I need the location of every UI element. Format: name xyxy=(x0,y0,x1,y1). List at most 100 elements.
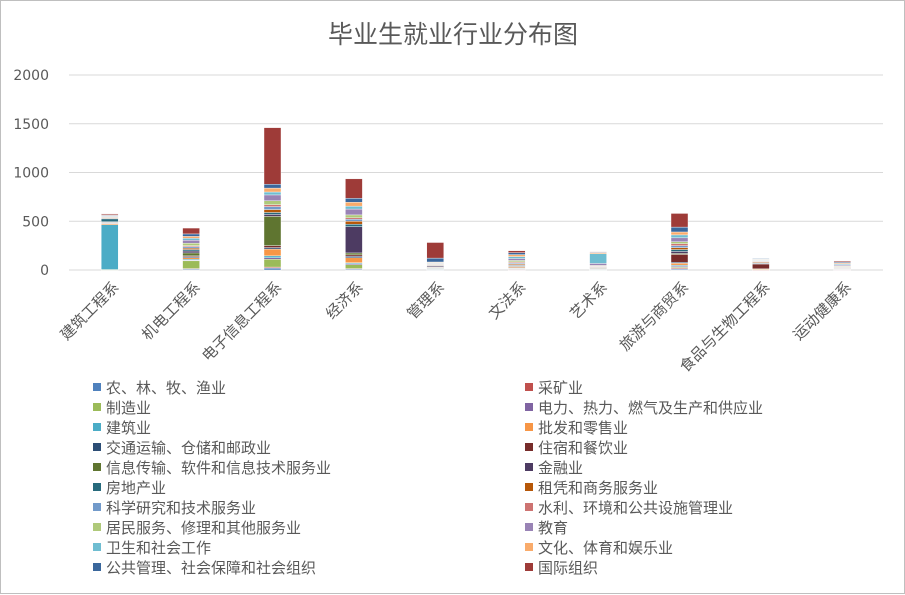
legend-swatch xyxy=(93,523,101,531)
legend-swatch xyxy=(93,543,101,551)
legend-swatch xyxy=(525,463,533,471)
bar-segment xyxy=(182,260,200,269)
legend-item: 科学研究和技术服务业 xyxy=(93,499,256,517)
bar-segment xyxy=(182,238,200,241)
legend-label: 制造业 xyxy=(106,399,151,417)
x-category-label: 文法系 xyxy=(485,278,530,323)
bar-segment xyxy=(263,206,282,210)
legend-swatch xyxy=(93,483,101,491)
bar-segment xyxy=(508,250,526,253)
bar-segment xyxy=(670,243,689,246)
x-category-label: 食品与生物工程系 xyxy=(676,278,774,376)
bar-segment xyxy=(345,256,363,259)
legend-item: 信息传输、软件和信息技术服务业 xyxy=(93,459,331,477)
legend-label: 租凭和商务服务业 xyxy=(538,479,658,497)
bar-segment xyxy=(670,213,689,228)
legend-item: 卫生和社会工作 xyxy=(93,539,211,557)
bar-segment xyxy=(345,214,363,219)
y-tick-label: 500 xyxy=(22,214,49,230)
bar-segment xyxy=(182,242,200,246)
bar-segment xyxy=(182,236,200,239)
legend-label: 房地产业 xyxy=(106,479,166,497)
bar-segment xyxy=(182,233,200,237)
bar-stack-1 xyxy=(182,227,200,271)
legend-label: 居民服务、修理和其他服务业 xyxy=(106,519,301,537)
bar-segment xyxy=(345,208,363,216)
legend-item: 房地产业 xyxy=(93,479,166,497)
legend-label: 农、林、牧、渔业 xyxy=(106,379,226,397)
bar-segment xyxy=(182,247,200,250)
legend-item: 批发和零售业 xyxy=(525,419,628,437)
y-tick-label: 0 xyxy=(40,263,49,279)
gridlines xyxy=(69,74,883,271)
bar-segment xyxy=(589,263,607,266)
bar-segment xyxy=(263,194,282,201)
bar-segment xyxy=(263,255,282,259)
legend-item: 采矿业 xyxy=(525,379,583,397)
x-category-label: 艺术系 xyxy=(566,278,611,323)
bar-segment xyxy=(508,252,526,255)
bar-segment xyxy=(670,249,689,252)
legend-label: 建筑业 xyxy=(106,419,151,437)
legend-swatch xyxy=(525,423,533,431)
legend-item: 租凭和商务服务业 xyxy=(525,479,658,497)
y-axis-ticks: 0 500 1000 1500 2000 xyxy=(13,68,49,279)
bar-segment xyxy=(670,226,689,233)
legend-item: 文化、体育和娱乐业 xyxy=(525,539,673,557)
bar-stack-4 xyxy=(426,242,444,271)
legend-swatch xyxy=(525,503,533,511)
bar-segment xyxy=(670,234,689,239)
legend-item: 金融业 xyxy=(525,459,583,477)
bar-segment xyxy=(263,248,282,257)
bar-segment xyxy=(182,240,200,244)
bar-segment xyxy=(345,252,363,256)
bar-segment xyxy=(263,259,282,268)
x-category-label: 电子信息工程系 xyxy=(198,278,285,365)
x-category-label: 旅游与商贸系 xyxy=(616,278,692,354)
x-category-label: 经济系 xyxy=(322,278,367,323)
bar-segment xyxy=(670,262,689,266)
legend-swatch xyxy=(93,563,101,571)
legend-item: 建筑业 xyxy=(93,419,151,437)
bar-segment xyxy=(508,254,526,257)
legend-label: 卫生和社会工作 xyxy=(106,539,211,557)
bar-segment xyxy=(182,252,200,257)
bars xyxy=(100,127,851,271)
bar-segment xyxy=(263,214,282,217)
legend-swatch xyxy=(525,523,533,531)
bar-segment xyxy=(670,237,689,242)
bar-segment xyxy=(182,249,200,252)
legend-label: 住宿和餐饮业 xyxy=(538,439,628,457)
chart-title: 毕业生就业行业分布图 xyxy=(328,20,578,49)
bar-stack-5 xyxy=(508,250,526,271)
legend-swatch xyxy=(525,443,533,451)
bar-segment xyxy=(426,257,444,263)
bar-stack-9 xyxy=(833,260,851,271)
bar-segment xyxy=(589,253,607,264)
bar-segment xyxy=(263,183,282,189)
legend-swatch xyxy=(525,563,533,571)
bar-segment xyxy=(345,205,363,210)
bar-segment xyxy=(670,251,689,254)
bar-segment xyxy=(345,254,363,257)
legend-item: 住宿和餐饮业 xyxy=(525,439,628,457)
bar-segment xyxy=(670,247,689,250)
bar-segment xyxy=(508,260,526,263)
bar-segment xyxy=(589,251,607,253)
x-category-label: 建筑工程系 xyxy=(57,278,123,344)
bar-stack-8 xyxy=(752,258,770,271)
legend-label: 金融业 xyxy=(538,459,583,477)
bar-segment xyxy=(100,224,119,270)
bar-segment xyxy=(182,246,200,249)
bar-segment xyxy=(508,258,526,261)
bar-stack-2 xyxy=(263,127,282,271)
bar-segment xyxy=(182,250,200,254)
bar-segment xyxy=(100,213,119,216)
legend-swatch xyxy=(525,543,533,551)
bar-segment xyxy=(345,219,363,222)
bar-segment xyxy=(670,241,689,244)
bar-segment xyxy=(670,231,689,236)
